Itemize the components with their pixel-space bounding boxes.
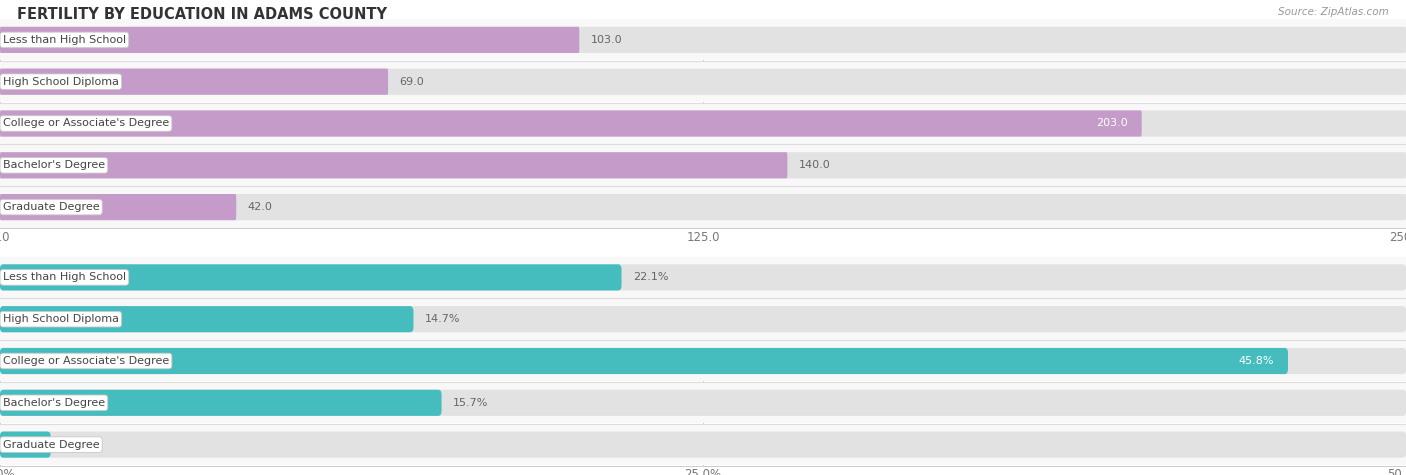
FancyBboxPatch shape (0, 27, 1406, 53)
Text: High School Diploma: High School Diploma (3, 76, 120, 87)
FancyBboxPatch shape (0, 348, 1288, 374)
Text: 22.1%: 22.1% (633, 272, 668, 283)
Text: College or Associate's Degree: College or Associate's Degree (3, 356, 169, 366)
FancyBboxPatch shape (0, 61, 1406, 102)
Text: College or Associate's Degree: College or Associate's Degree (3, 118, 169, 129)
FancyBboxPatch shape (0, 68, 1406, 95)
FancyBboxPatch shape (0, 341, 1406, 381)
Text: 140.0: 140.0 (799, 160, 831, 171)
Text: Graduate Degree: Graduate Degree (3, 202, 100, 212)
FancyBboxPatch shape (0, 27, 579, 53)
FancyBboxPatch shape (0, 348, 1406, 374)
Text: Less than High School: Less than High School (3, 35, 127, 45)
FancyBboxPatch shape (0, 110, 1406, 137)
Text: High School Diploma: High School Diploma (3, 314, 120, 324)
Text: 69.0: 69.0 (399, 76, 425, 87)
FancyBboxPatch shape (0, 264, 621, 291)
FancyBboxPatch shape (0, 152, 787, 179)
FancyBboxPatch shape (0, 264, 1406, 291)
FancyBboxPatch shape (0, 306, 413, 332)
Text: Source: ZipAtlas.com: Source: ZipAtlas.com (1278, 7, 1389, 17)
Text: 103.0: 103.0 (591, 35, 621, 45)
FancyBboxPatch shape (0, 299, 1406, 340)
FancyBboxPatch shape (0, 145, 1406, 186)
Text: FERTILITY BY EDUCATION IN ADAMS COUNTY: FERTILITY BY EDUCATION IN ADAMS COUNTY (17, 7, 387, 22)
FancyBboxPatch shape (0, 152, 1406, 179)
Text: 42.0: 42.0 (247, 202, 273, 212)
FancyBboxPatch shape (0, 382, 1406, 423)
Text: 14.7%: 14.7% (425, 314, 460, 324)
FancyBboxPatch shape (0, 187, 1406, 228)
Text: 203.0: 203.0 (1095, 118, 1128, 129)
FancyBboxPatch shape (0, 194, 236, 220)
FancyBboxPatch shape (0, 68, 388, 95)
FancyBboxPatch shape (0, 306, 1406, 332)
Text: Less than High School: Less than High School (3, 272, 127, 283)
FancyBboxPatch shape (0, 431, 51, 458)
Text: Bachelor's Degree: Bachelor's Degree (3, 160, 105, 171)
FancyBboxPatch shape (0, 103, 1406, 144)
Text: Graduate Degree: Graduate Degree (3, 439, 100, 450)
Text: Bachelor's Degree: Bachelor's Degree (3, 398, 105, 408)
FancyBboxPatch shape (0, 424, 1406, 465)
Text: 45.8%: 45.8% (1239, 356, 1274, 366)
FancyBboxPatch shape (0, 110, 1142, 137)
FancyBboxPatch shape (0, 431, 1406, 458)
Text: 1.8%: 1.8% (62, 439, 90, 450)
FancyBboxPatch shape (0, 390, 441, 416)
FancyBboxPatch shape (0, 19, 1406, 60)
Text: 15.7%: 15.7% (453, 398, 488, 408)
FancyBboxPatch shape (0, 257, 1406, 298)
FancyBboxPatch shape (0, 390, 1406, 416)
FancyBboxPatch shape (0, 194, 1406, 220)
